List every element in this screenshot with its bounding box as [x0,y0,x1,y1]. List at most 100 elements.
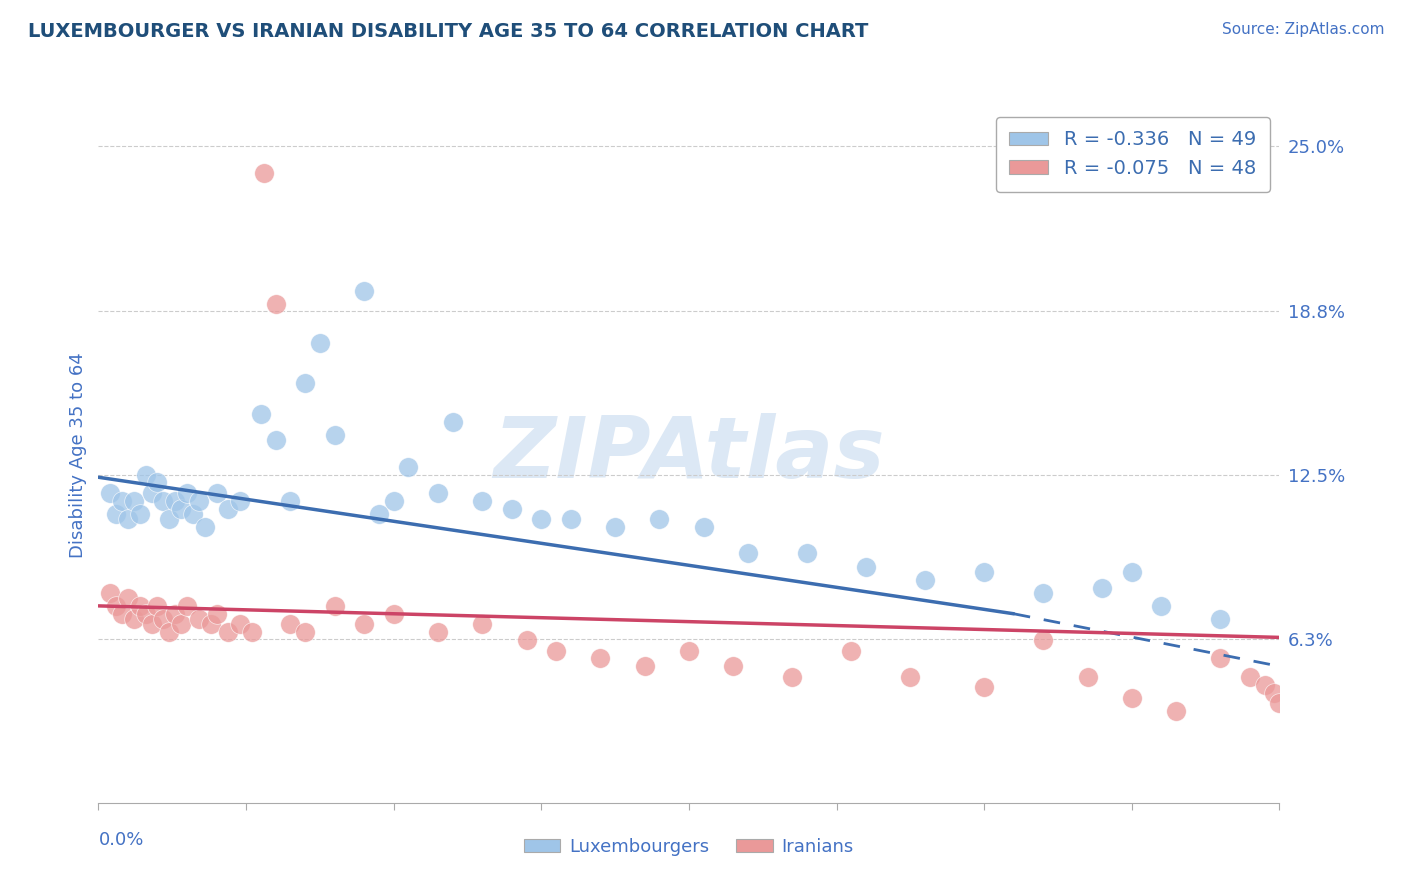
Point [157,512,180,526]
Point [205,607,228,621]
Point [135,607,157,621]
Point [855,559,877,574]
Point [264,434,287,448]
Point [796,546,818,560]
Point [1121,565,1143,579]
Point [839,643,862,657]
Point [560,512,582,526]
Point [187,612,209,626]
Point [278,617,302,632]
Point [693,520,716,534]
Point [544,643,567,657]
Point [323,599,346,613]
Point [323,428,346,442]
Point [1150,599,1173,613]
Point [471,494,494,508]
Text: Source: ZipAtlas.com: Source: ZipAtlas.com [1222,22,1385,37]
Point [278,494,302,508]
Point [122,494,145,508]
Point [353,617,375,632]
Point [98,586,121,600]
Point [294,625,316,640]
Point [128,599,150,613]
Point [501,501,523,516]
Point [194,520,217,534]
Text: LUXEMBOURGER VS IRANIAN DISABILITY AGE 35 TO 64 CORRELATION CHART: LUXEMBOURGER VS IRANIAN DISABILITY AGE 3… [28,22,869,41]
Point [441,415,464,429]
Point [98,486,121,500]
Point [170,617,193,632]
Point [181,507,204,521]
Point [176,599,198,613]
Point [368,507,391,521]
Point [973,565,995,579]
Point [111,494,134,508]
Point [1254,678,1277,692]
Point [353,284,375,298]
Point [396,459,419,474]
Point [253,166,276,180]
Point [264,297,287,311]
Point [309,336,332,351]
Point [1032,586,1054,600]
Point [117,591,139,605]
Point [1091,581,1114,595]
Point [1268,696,1291,710]
Point [217,625,239,640]
Point [515,633,537,648]
Text: ZIPAtlas: ZIPAtlas [494,413,884,497]
Legend: Luxembourgers, Iranians: Luxembourgers, Iranians [517,831,860,863]
Point [737,546,759,560]
Point [187,494,209,508]
Point [217,501,239,516]
Point [105,599,128,613]
Point [141,486,163,500]
Point [105,507,128,521]
Point [122,612,145,626]
Point [229,494,252,508]
Point [152,494,174,508]
Point [633,659,655,673]
Point [1164,704,1187,718]
Point [165,607,187,621]
Point [146,599,169,613]
Point [229,617,252,632]
Point [427,486,450,500]
Y-axis label: Disability Age 35 to 64: Disability Age 35 to 64 [69,352,87,558]
Point [157,625,180,640]
Point [1121,690,1143,705]
Point [530,512,553,526]
Point [250,407,273,421]
Point [382,607,405,621]
Point [1209,612,1232,626]
Point [914,573,936,587]
Point [176,486,198,500]
Point [382,494,405,508]
Point [240,625,263,640]
Point [1032,633,1054,648]
Point [165,494,187,508]
Point [170,501,193,516]
Point [152,612,174,626]
Point [1209,651,1232,665]
Point [427,625,450,640]
Point [721,659,744,673]
Point [471,617,494,632]
Point [141,617,163,632]
Point [1239,670,1261,684]
Point [128,507,150,521]
Point [678,643,700,657]
Point [900,670,922,684]
Point [205,486,228,500]
Point [589,651,612,665]
Point [648,512,671,526]
Text: 0.0%: 0.0% [98,830,143,848]
Point [111,607,134,621]
Point [146,475,169,490]
Point [117,512,139,526]
Point [973,680,995,694]
Point [135,467,157,482]
Point [200,617,222,632]
Point [1077,670,1099,684]
Point [605,520,627,534]
